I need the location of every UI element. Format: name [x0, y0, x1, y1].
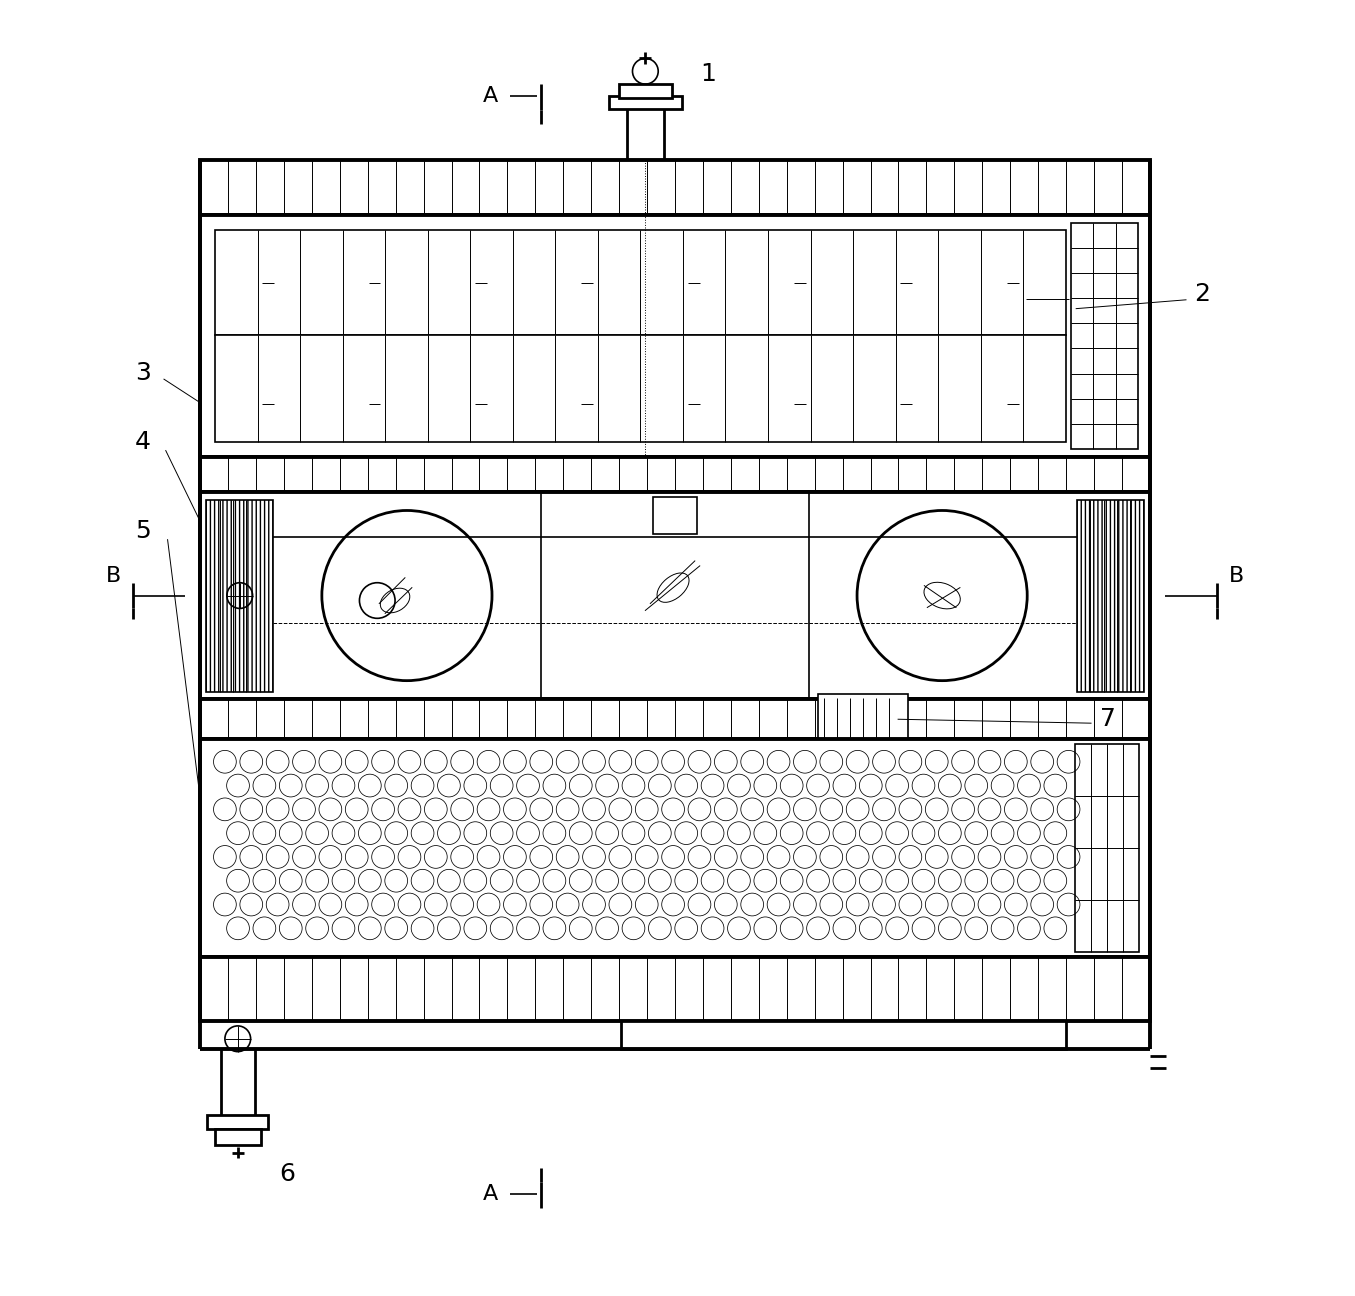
- Bar: [201, 457, 1150, 491]
- Text: A: A: [482, 86, 497, 106]
- Bar: [215, 1129, 260, 1144]
- Bar: [215, 229, 1066, 336]
- Text: 6: 6: [279, 1163, 295, 1186]
- Text: 2: 2: [1194, 281, 1210, 306]
- Bar: [608, 96, 682, 109]
- Bar: [201, 956, 1150, 1021]
- Bar: [619, 84, 672, 98]
- Bar: [201, 215, 1150, 457]
- Bar: [818, 695, 908, 743]
- Text: A: A: [482, 1185, 497, 1204]
- Bar: [201, 700, 1150, 739]
- Bar: [201, 739, 1150, 956]
- Text: 4: 4: [134, 430, 150, 454]
- Bar: [621, 1021, 1066, 1048]
- Text: 3: 3: [136, 362, 150, 385]
- Text: 1: 1: [699, 62, 715, 87]
- Text: B: B: [106, 566, 121, 586]
- Bar: [201, 491, 1150, 700]
- Bar: [1070, 223, 1138, 450]
- Bar: [201, 161, 1150, 215]
- Bar: [1077, 499, 1144, 692]
- Bar: [207, 1115, 268, 1129]
- Bar: [1075, 744, 1140, 951]
- Bar: [215, 336, 1066, 442]
- Bar: [653, 496, 696, 534]
- Bar: [206, 499, 274, 692]
- Text: B: B: [1229, 566, 1244, 586]
- Text: 5: 5: [136, 520, 150, 543]
- Text: 7: 7: [1100, 708, 1117, 731]
